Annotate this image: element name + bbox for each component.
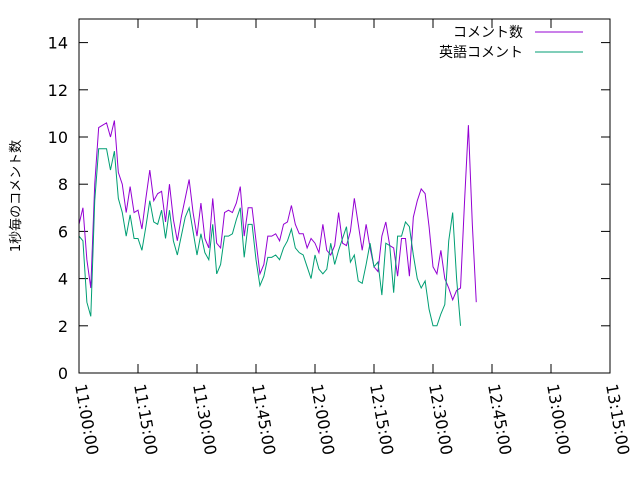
x-tick-label: 12:15:00 — [366, 382, 397, 456]
series-line-1 — [78, 120, 477, 303]
y-tick-label: 14 — [48, 34, 68, 53]
y-tick-label: 6 — [58, 222, 68, 241]
series-layer — [78, 120, 477, 327]
x-tick-label: 11:15:00 — [130, 382, 161, 456]
y-tick-label: 8 — [58, 175, 68, 194]
x-axis: 11:00:00 11:15:00 11:30:00 11:45:00 12:00:00… — [71, 19, 633, 456]
y-axis: 0 2 4 6 8 10 12 14 — [48, 34, 610, 383]
plot-frame — [78, 18, 611, 374]
y-tick-label: 10 — [48, 128, 68, 147]
series-line-2 — [78, 148, 462, 327]
y-tick-label: 12 — [48, 81, 68, 100]
x-tick-label: 12:45:00 — [484, 382, 515, 456]
x-tick-label: 13:15:00 — [602, 382, 633, 456]
x-tick-label: 12:30:00 — [425, 382, 456, 456]
x-tick-label: 11:00:00 — [71, 382, 102, 456]
legend-label: 英語コメント — [439, 44, 523, 61]
y-tick-label: 2 — [58, 317, 68, 336]
y-axis-label: 1秒毎のコメント数 — [8, 140, 24, 252]
x-tick-label: 13:00:00 — [543, 382, 574, 456]
y-tick-label: 0 — [58, 364, 68, 383]
legend-label: コメント数 — [453, 25, 523, 41]
x-tick-label: 12:00:00 — [307, 382, 338, 456]
y-tick-label: 4 — [58, 270, 68, 289]
x-tick-label: 11:45:00 — [248, 382, 279, 456]
x-tick-label: 11:30:00 — [189, 382, 220, 456]
